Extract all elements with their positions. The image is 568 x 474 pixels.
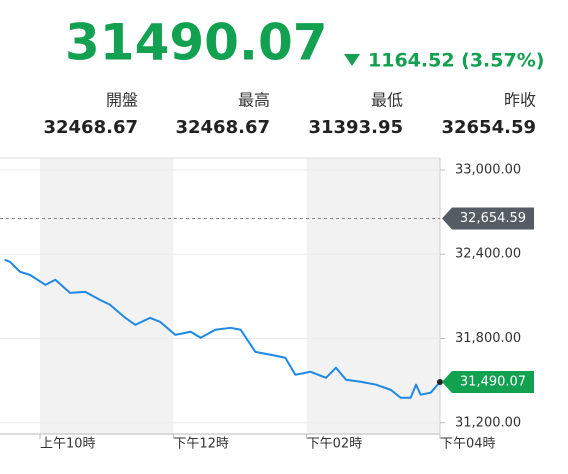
stat-label: 開盤	[106, 91, 138, 110]
x-tick-label: 下午02時	[307, 437, 363, 452]
reference-label: 32,654.59	[460, 211, 526, 226]
down-arrow	[344, 54, 360, 66]
x-tick-label: 下午12時	[173, 437, 229, 452]
x-tick-label: 上午10時	[40, 437, 96, 452]
stat-label: 最高	[238, 91, 270, 110]
last-point	[437, 379, 443, 386]
stat-value: 31393.95	[308, 117, 403, 138]
y-tick-label: 31,800.00	[455, 331, 521, 346]
y-tick-label: 33,000.00	[455, 162, 521, 177]
y-tick-label: 31,200.00	[455, 415, 521, 430]
price: 31490.07	[65, 14, 328, 72]
stat-label: 最低	[371, 91, 403, 110]
price-line	[4, 258, 441, 399]
stat-value: 32654.59	[441, 117, 536, 138]
last-tag	[442, 371, 534, 394]
last-value-label: 31,490.07	[460, 375, 526, 390]
x-tick-label: 下午04時	[440, 437, 496, 452]
stat-value: 32468.67	[175, 117, 270, 138]
band	[40, 158, 174, 434]
change: 1164.52 (3.57%)	[368, 50, 544, 72]
y-tick-label: 32,400.00	[455, 247, 521, 262]
stat-label: 昨收	[504, 91, 536, 110]
reference-tag	[442, 207, 534, 230]
stat-value: 32468.67	[43, 117, 138, 138]
